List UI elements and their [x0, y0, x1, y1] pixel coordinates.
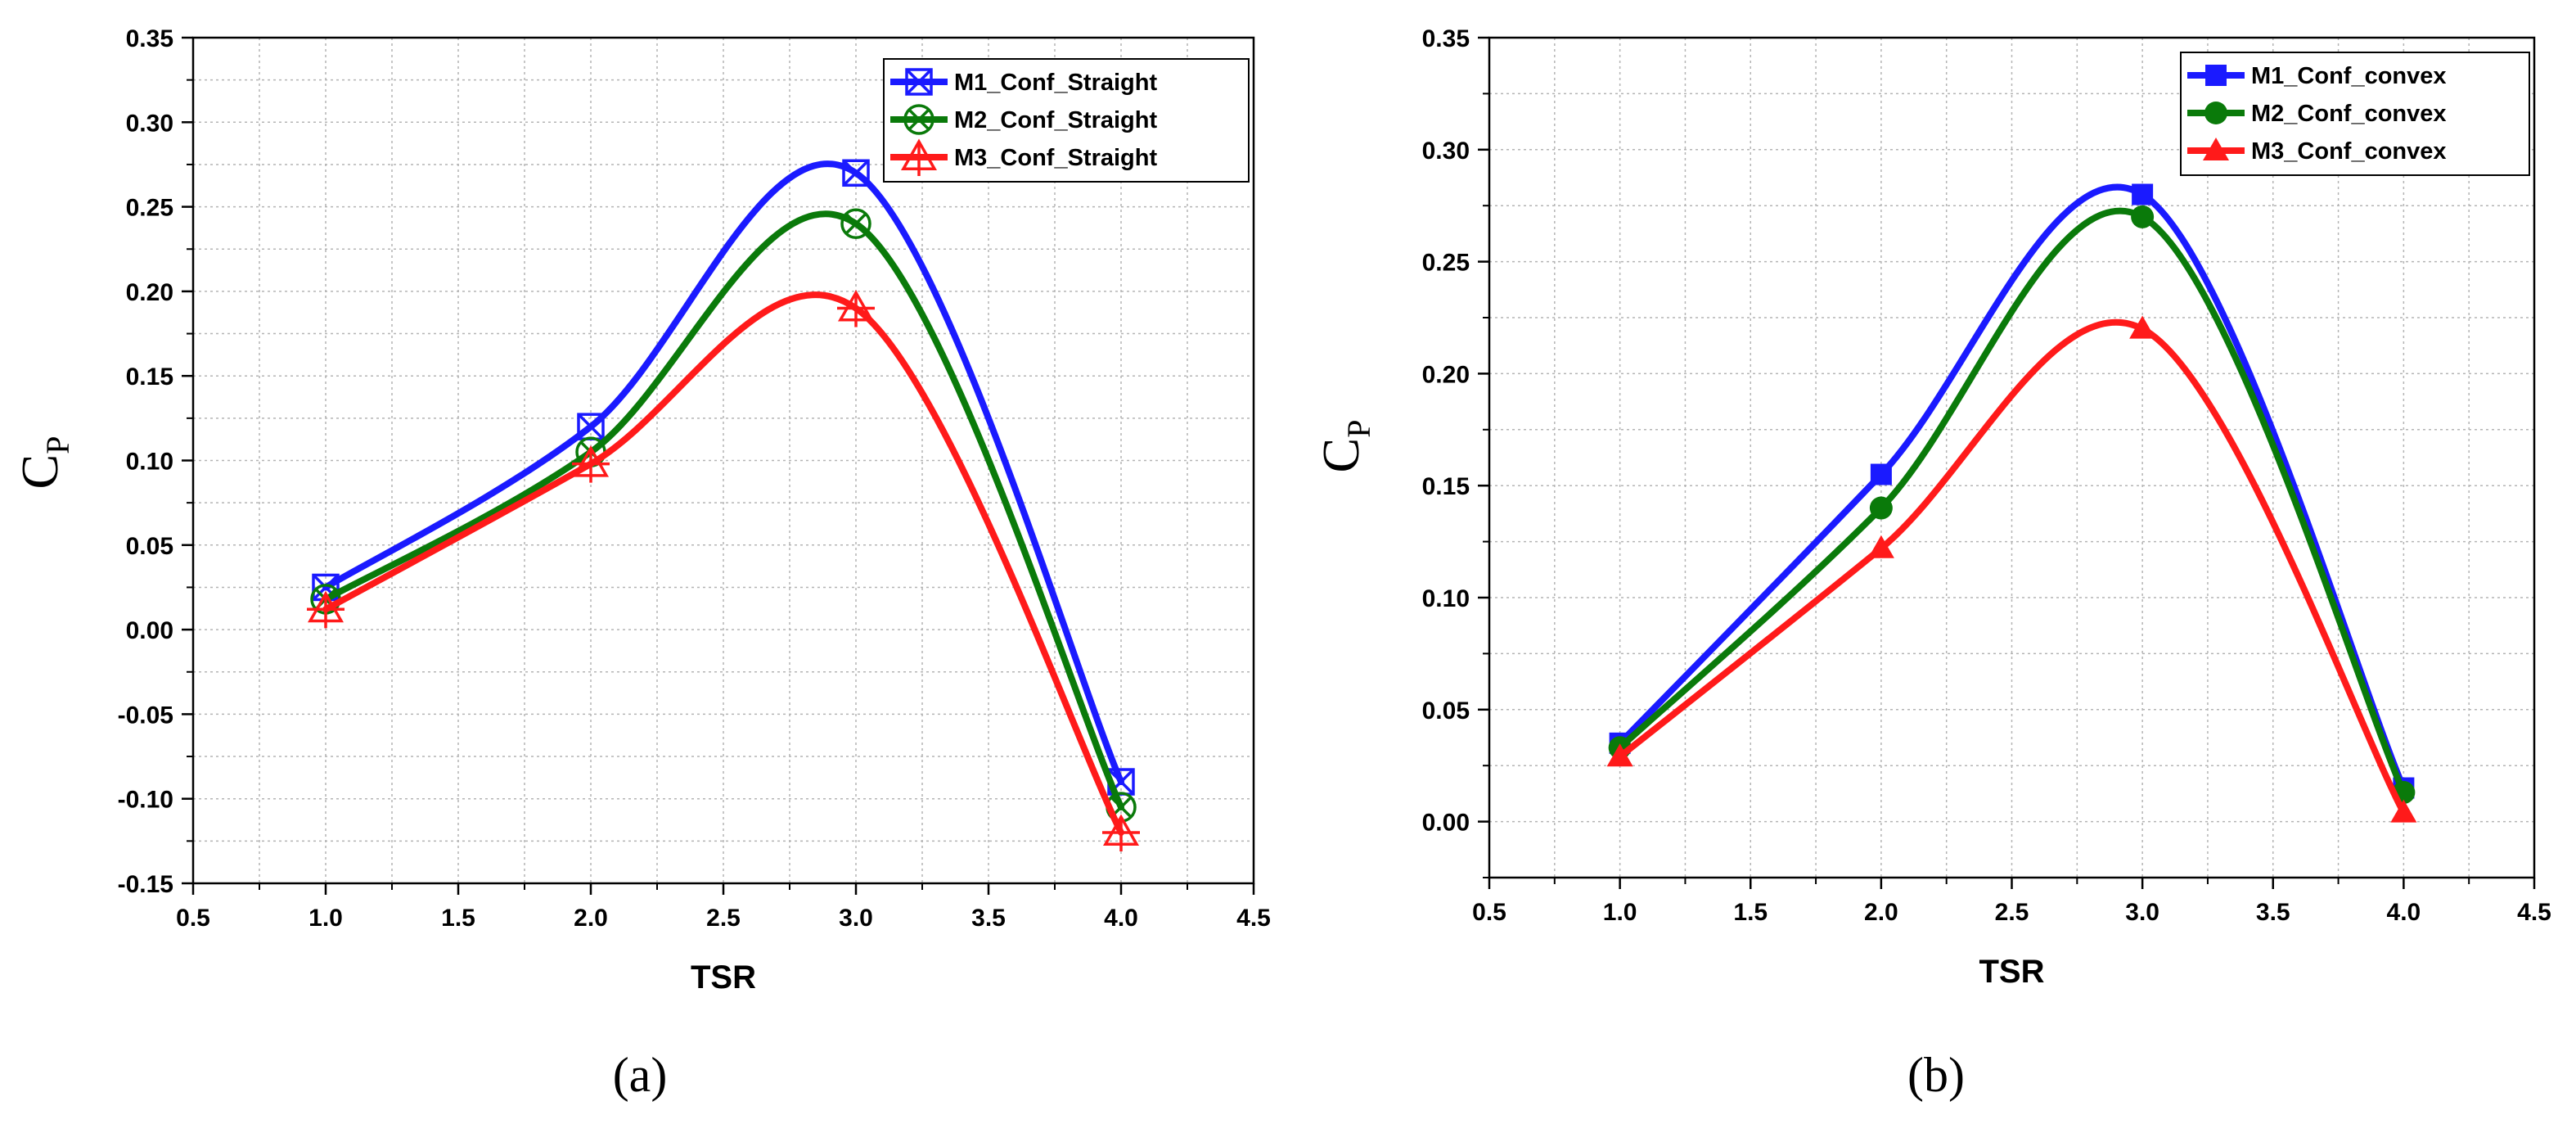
y-tick-label: -0.05 [118, 702, 173, 729]
data-point [307, 590, 345, 629]
x-axis-title: TSR [691, 959, 756, 995]
series-line [1616, 318, 2407, 816]
x-tick-label: 3.0 [2125, 899, 2159, 926]
x-tick-label: 3.5 [971, 905, 1006, 932]
legend-item-1: M1_Conf_convex [2187, 63, 2447, 89]
data-point [842, 159, 870, 187]
y-tick-label: 0.25 [126, 195, 173, 222]
x-tick-label: 1.0 [1603, 899, 1637, 926]
series-3 [307, 290, 1140, 852]
y-tick-label: -0.10 [118, 787, 173, 814]
data-point [1102, 814, 1140, 852]
series-line [322, 160, 1124, 786]
y-tick-label: 0.35 [126, 25, 173, 52]
legend-label: M2_Conf_Straight [954, 107, 1157, 133]
legend-item-2: M2_Conf_Straight [890, 104, 1157, 135]
y-tick-label: 0.15 [1422, 473, 1470, 500]
y-axis-title: CP [11, 436, 76, 490]
data-point [2129, 315, 2156, 339]
y-axis-title-main: C [11, 454, 69, 490]
legend-marker [905, 68, 933, 96]
data-point [2390, 799, 2417, 823]
chart-panel-2: 0.5 1.0 1.5 2.0 2.5 3.0 3.5 4.0 4.5 0.00 0.05 0.10 0… [1312, 25, 2551, 1102]
legend-item-2: M2_Conf_convex [2187, 101, 2447, 127]
panel-label: (b) [1907, 1048, 1965, 1102]
axis-ticks: 0.5 1.0 1.5 2.0 2.5 3.0 3.5 4.0 4.5 0.00 0.05 0.10 0… [1422, 25, 2551, 926]
data-point [2131, 205, 2155, 228]
x-tick-label: 4.5 [1236, 905, 1271, 932]
x-tick-label: 1.5 [1733, 899, 1768, 926]
legend: M1_Conf_convex M2_Conf_convex M3_Conf_conv… [2180, 52, 2530, 176]
y-tick-label: 0.05 [1422, 697, 1470, 725]
y-axis-title-subscript: P [1340, 420, 1377, 438]
legend-label: M3_Conf_Straight [954, 145, 1157, 171]
y-tick-label: 0.10 [126, 449, 173, 476]
x-tick-label: 2.5 [706, 905, 741, 932]
data-point [1606, 743, 1633, 767]
axis-ticks: 0.5 1.0 1.5 2.0 2.5 3.0 3.5 4.0 4.5 -0.15 -0.10 -0.… [118, 25, 1271, 932]
x-tick-label: 2.5 [1995, 899, 2029, 926]
legend-item-3: M3_Conf_convex [2187, 138, 2447, 165]
y-tick-label: 0.10 [1422, 585, 1470, 612]
data-point [2132, 183, 2154, 205]
y-tick-label: 0.05 [126, 533, 173, 560]
y-tick-label: 0.15 [126, 363, 173, 390]
data-point [840, 208, 871, 240]
chart-panel-1: 0.5 1.0 1.5 2.0 2.5 3.0 3.5 4.0 4.5 -0.15 -0.10 -0.… [11, 25, 1271, 1102]
legend-marker [2205, 65, 2227, 86]
y-tick-label: -0.15 [118, 871, 173, 898]
legend-marker [2203, 138, 2229, 160]
x-tick-label: 4.0 [1104, 905, 1138, 932]
x-tick-label: 4.5 [2517, 899, 2551, 926]
x-tick-label: 0.5 [176, 905, 210, 932]
y-axis-title: CP [1312, 420, 1377, 473]
x-tick-label: 0.5 [1472, 899, 1506, 926]
y-tick-label: 0.25 [1422, 250, 1470, 277]
y-axis-title-main: C [1312, 438, 1370, 473]
series-2 [1608, 205, 2416, 805]
y-tick-label: 0.20 [1422, 361, 1470, 388]
legend: M1_Conf_Straight M2_Conf_Straight M3_Conf_… [883, 58, 1250, 183]
legend-marker [900, 138, 938, 176]
x-tick-label: 1.5 [441, 905, 475, 932]
x-tick-label: 2.0 [1864, 899, 1898, 926]
data-point [1870, 463, 1892, 485]
legend-label: M2_Conf_convex [2251, 101, 2447, 127]
legend-item-1: M1_Conf_Straight [890, 68, 1157, 96]
data-point [1869, 496, 1893, 520]
series-line [1616, 207, 2407, 797]
series-line [322, 291, 1124, 837]
legend-marker [2204, 102, 2227, 124]
panel-label: (a) [613, 1048, 668, 1102]
data-point [1867, 535, 1894, 558]
data-point [572, 445, 610, 483]
y-tick-label: 0.00 [126, 617, 173, 644]
y-tick-label: 0.00 [1422, 810, 1470, 837]
legend-label: M1_Conf_convex [2251, 63, 2447, 89]
x-tick-label: 3.5 [2256, 899, 2290, 926]
data-point [837, 290, 875, 327]
y-axis-title-subscript: P [39, 436, 76, 454]
legend-label: M1_Conf_Straight [954, 70, 1157, 96]
legend-item-3: M3_Conf_Straight [890, 138, 1157, 176]
y-tick-label: 0.30 [1422, 138, 1470, 165]
legend-label: M3_Conf_convex [2251, 138, 2447, 165]
y-tick-label: 0.20 [126, 279, 173, 306]
x-tick-label: 3.0 [839, 905, 873, 932]
x-tick-label: 1.0 [308, 905, 343, 932]
y-tick-label: 0.35 [1422, 25, 1470, 52]
y-tick-label: 0.30 [126, 110, 173, 137]
x-tick-label: 4.0 [2387, 899, 2421, 926]
series-1 [312, 159, 1135, 796]
series-line [1616, 183, 2407, 792]
x-tick-label: 2.0 [574, 905, 608, 932]
series-3 [1606, 315, 2417, 823]
series-line [322, 210, 1124, 811]
x-axis-title: TSR [1979, 954, 2045, 990]
legend-marker [903, 104, 934, 135]
